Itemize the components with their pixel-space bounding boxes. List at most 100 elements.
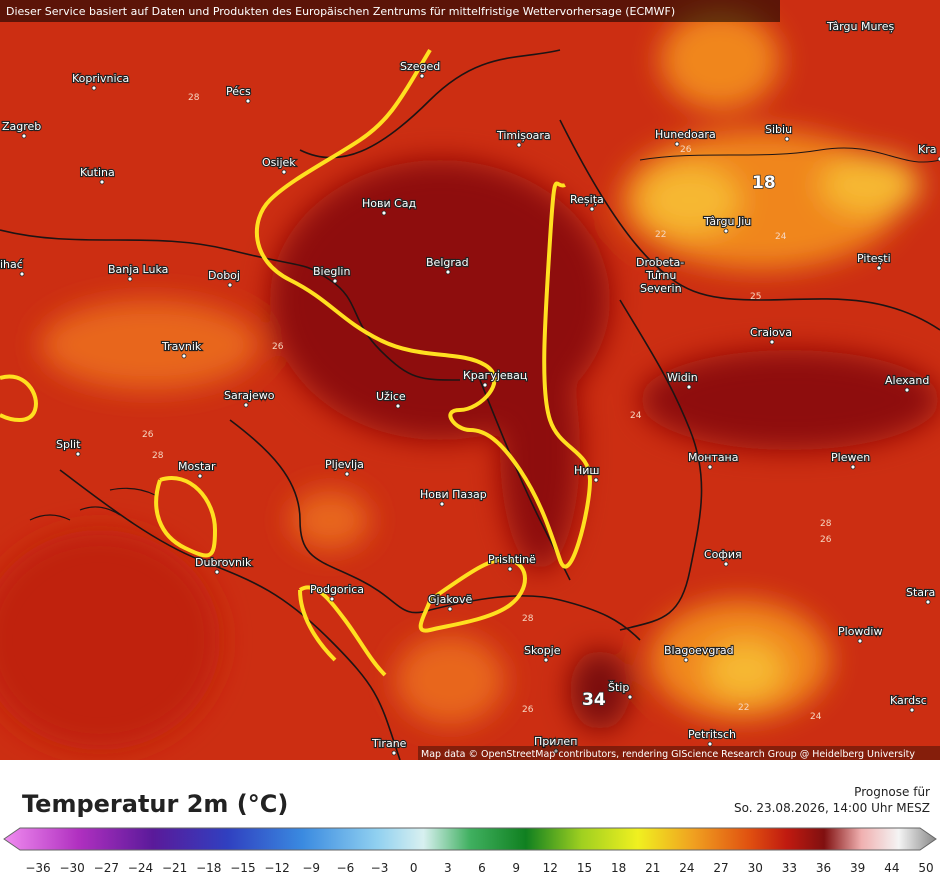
city-dot [593, 477, 599, 483]
city-label: Plewen [831, 451, 870, 464]
city-label: Blagoevgrad [664, 644, 734, 657]
contour-label: 26 [272, 342, 284, 352]
city-dot [75, 451, 81, 457]
city-dot [482, 382, 488, 388]
color-bar-tick: −30 [59, 861, 84, 875]
city-label: Užice [376, 390, 406, 403]
city-label: Pljevlja [325, 458, 364, 471]
contour-label: 22 [738, 703, 749, 713]
city-label: Нови Сад [362, 197, 417, 210]
city-dot [281, 169, 287, 175]
city-label: Travnik [161, 340, 202, 353]
city-label: Skopje [524, 644, 561, 657]
city-dot [127, 276, 133, 282]
city-label: Drobeta- [636, 256, 684, 269]
color-bar-tick: −3 [371, 861, 389, 875]
city-dot [683, 657, 689, 663]
color-bar-tick: 33 [782, 861, 797, 875]
city-label: Plowdiw [838, 625, 882, 638]
color-bar-tick: 24 [679, 861, 694, 875]
city-dot [507, 566, 513, 572]
city-label: Craiova [750, 326, 792, 339]
city-dot [543, 657, 549, 663]
color-bar [3, 827, 937, 851]
city-label: Kutina [80, 166, 115, 179]
color-bar-tick: 50 [918, 861, 933, 875]
color-bar-tick: −6 [337, 861, 355, 875]
city-label: ihać [0, 258, 23, 271]
city-label: Prishtinë [488, 553, 536, 566]
color-bar-tick: 36 [816, 861, 831, 875]
city-dot [243, 402, 249, 408]
color-bar-tick: 9 [512, 861, 520, 875]
city-label: Крагујевац [463, 369, 527, 382]
city-dot [19, 271, 25, 277]
contour-label: 28 [820, 519, 832, 529]
contour-label: 26 [522, 705, 534, 715]
city-dot [332, 278, 338, 284]
color-bar-tick: 3 [444, 861, 452, 875]
city-dot [329, 596, 335, 602]
city-label: Split [56, 438, 81, 451]
contour-label: 24 [810, 712, 822, 722]
city-label: Alexand [885, 374, 929, 387]
city-dot [344, 471, 350, 477]
contour-label: 18 [752, 173, 776, 193]
city-dot [381, 210, 387, 216]
city-dot [553, 748, 559, 754]
header-notice: Dieser Service basiert auf Daten und Pro… [6, 5, 675, 18]
color-bar-tick: −12 [264, 861, 289, 875]
city-dot [214, 569, 220, 575]
city-label: Koprivnica [72, 72, 129, 85]
city-label: Прилеп [534, 735, 577, 748]
city-label: Banja Luka [108, 263, 168, 276]
city-label: Hunedoara [655, 128, 716, 141]
city-label: Turnu [645, 269, 676, 282]
city-dot [707, 464, 713, 470]
color-bar-tick: 0 [410, 861, 418, 875]
city-dot [516, 142, 522, 148]
color-bar-tick: 39 [850, 861, 865, 875]
city-dot [197, 473, 203, 479]
city-label: Sarajewo [224, 389, 275, 402]
city-label: Нови Пазар [420, 488, 487, 501]
city-label: Bieglin [313, 265, 350, 278]
map [0, 0, 940, 761]
city-label: Petritsch [688, 728, 736, 741]
city-dot [395, 403, 401, 409]
color-bar-tick: −9 [302, 861, 320, 875]
city-dot [439, 501, 445, 507]
color-bar-tick: 21 [645, 861, 660, 875]
color-bar-tick: 6 [478, 861, 486, 875]
city-label: Belgrad [426, 256, 469, 269]
city-label: Severin [640, 282, 682, 295]
color-bar-tick: −24 [128, 861, 153, 875]
forecast-label: Prognose für [854, 785, 930, 799]
color-bar-tick: 15 [577, 861, 592, 875]
color-bar-tick: −15 [230, 861, 255, 875]
city-dot [674, 141, 680, 147]
contour-label: 34 [582, 690, 606, 710]
city-label: Ниш [574, 464, 600, 477]
color-bar-tick: −27 [94, 861, 119, 875]
forecast-time: So. 23.08.2026, 14:00 Uhr MESZ [734, 801, 930, 815]
city-label: Stara [906, 586, 935, 599]
city-label: Kardsc [890, 694, 927, 707]
legend-title: Temperatur 2m (°C) [22, 790, 288, 818]
city-label: Kra [918, 143, 936, 156]
city-dot [391, 750, 397, 756]
city-dot [181, 353, 187, 359]
color-bar-tick: 44 [884, 861, 899, 875]
color-bar-tick: 30 [748, 861, 763, 875]
attribution: Map data © OpenStreetMap contributors, r… [421, 749, 915, 760]
contour-label: 24 [630, 411, 642, 421]
city-label: Reșița [570, 193, 604, 206]
city-dot [904, 387, 910, 393]
city-dot [627, 694, 633, 700]
contour-label: 26 [680, 145, 692, 155]
city-dot [707, 741, 713, 747]
city-label: Pitești [857, 252, 891, 265]
city-dot [850, 464, 856, 470]
attribution-bg [418, 746, 940, 760]
